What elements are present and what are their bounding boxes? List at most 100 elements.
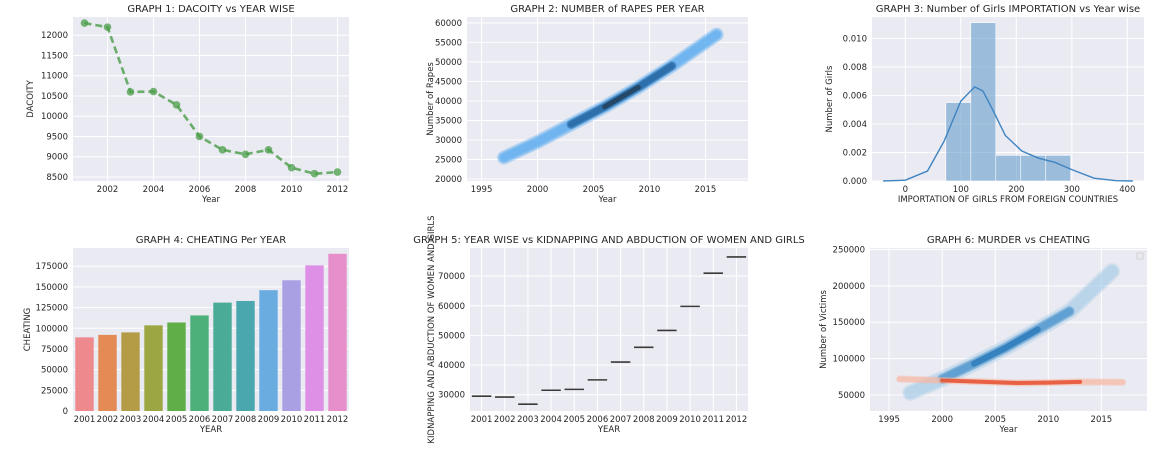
y-tick-label: 50000 xyxy=(438,331,465,341)
plot-area xyxy=(73,248,349,411)
y-tick-label: 0.004 xyxy=(843,120,867,130)
y-tick-label: 30000 xyxy=(438,391,465,401)
bar-2009 xyxy=(259,290,278,411)
x-tick-label: 2010 xyxy=(639,185,661,195)
y-tick-label: 0.002 xyxy=(843,148,867,158)
chart-title: GRAPH 4: CHEATING Per YEAR xyxy=(136,235,287,246)
y-tick-label: 8500 xyxy=(46,173,68,183)
density-peak xyxy=(602,84,641,110)
x-tick-label: 100 xyxy=(953,185,969,195)
x-tick-label: 2000 xyxy=(931,415,953,425)
y-tick-label: 9000 xyxy=(46,153,68,163)
x-tick-label: 2012 xyxy=(327,415,349,425)
x-tick-label: 400 xyxy=(1119,185,1135,195)
y-tick-label: 55000 xyxy=(435,38,462,48)
bar-2004 xyxy=(144,325,163,411)
x-axis-label: Year xyxy=(999,425,1019,435)
red-density-core xyxy=(940,378,1083,385)
chart-title: GRAPH 1: DACOITY vs YEAR WISE xyxy=(127,4,294,15)
x-tick-label: 2001 xyxy=(74,415,96,425)
y-axis-label: KIDNAPPING AND ABDUCTION OF WOMEN AND GI… xyxy=(427,215,437,443)
x-tick-label: 2003 xyxy=(120,415,142,425)
y-tick-label: 11000 xyxy=(41,72,68,82)
bar-2007 xyxy=(213,302,232,411)
y-axis-label: Number of Rapes xyxy=(426,62,436,136)
x-tick-label: 2015 xyxy=(695,185,717,195)
plot-area xyxy=(872,17,1144,181)
x-tick-label: 2011 xyxy=(304,415,326,425)
chart-1: GRAPH 1: DACOITY vs YEAR WISE 8500 9000 950… xyxy=(26,4,349,205)
histogram-bar xyxy=(995,155,1022,182)
y-tick-label: 35000 xyxy=(435,116,462,126)
y-tick-label: 175000 xyxy=(36,262,68,272)
data-point xyxy=(149,87,158,96)
y-tick-label: 12000 xyxy=(41,31,68,41)
bar-2001 xyxy=(75,337,94,411)
y-tick-label: 50000 xyxy=(41,366,68,376)
data-point xyxy=(241,150,250,159)
histogram-bar xyxy=(945,102,972,182)
y-tick-label: 0.008 xyxy=(843,63,867,73)
legend-box xyxy=(1136,252,1144,260)
y-tick-label: 125000 xyxy=(36,304,68,314)
x-tick-label: 2002 xyxy=(97,185,119,195)
y-tick-label: 25000 xyxy=(41,386,68,396)
x-axis-label: Year xyxy=(598,195,618,205)
x-tick-label: 2006 xyxy=(189,415,211,425)
y-tick-label: 10500 xyxy=(41,92,68,102)
x-tick-label: 2006 xyxy=(587,415,609,425)
data-point xyxy=(264,146,273,154)
chart-title: GRAPH 2: NUMBER of RAPES PER YEAR xyxy=(510,4,704,15)
x-axis-label: Year xyxy=(201,195,221,205)
y-tick-label: 250000 xyxy=(833,245,865,255)
chart-title: GRAPH 5: YEAR WISE vs KIDNAPPING AND ABD… xyxy=(413,235,805,246)
x-tick-label: 2012 xyxy=(726,415,748,425)
data-point xyxy=(126,88,135,96)
x-tick-label: 2008 xyxy=(633,415,655,425)
y-tick-label: 75000 xyxy=(41,345,68,355)
chart-2: GRAPH 2: NUMBER of RAPES PER YEAR 20000 25… xyxy=(426,4,748,205)
y-tick-label: 11500 xyxy=(41,51,68,61)
x-tick-label: 2010 xyxy=(281,185,303,195)
x-tick-label: 2010 xyxy=(679,415,701,425)
x-tick-label: 2012 xyxy=(327,185,349,195)
blue-density-core xyxy=(971,326,1041,367)
bar-2011 xyxy=(305,265,324,411)
y-tick-label: 25000 xyxy=(435,156,462,166)
y-tick-label: 60000 xyxy=(438,302,465,312)
x-tick-label: 2009 xyxy=(656,415,678,425)
x-axis-label: IMPORTATION OF GIRLS FROM FOREIGN COUNTR… xyxy=(898,195,1118,205)
bar-2002 xyxy=(98,334,117,411)
plot-area xyxy=(470,248,748,411)
chart-4: GRAPH 4: CHEATING Per YEAR 0 25000 50000 750… xyxy=(23,235,349,435)
y-tick-label: 70000 xyxy=(438,272,465,282)
y-tick-label: 60000 xyxy=(435,19,462,29)
dacoity-line xyxy=(84,21,338,176)
y-tick-label: 9500 xyxy=(46,132,68,142)
y-tick-label: 100000 xyxy=(36,324,68,334)
x-tick-label: 2006 xyxy=(189,185,211,195)
x-tick-label: 2010 xyxy=(281,415,303,425)
bar-2003 xyxy=(121,332,140,411)
y-tick-label: 0.006 xyxy=(843,91,867,101)
x-tick-label: 1995 xyxy=(878,415,900,425)
histogram-bar xyxy=(970,22,997,182)
x-tick-label: 2010 xyxy=(1037,415,1059,425)
data-point xyxy=(80,19,89,27)
y-tick-label: 45000 xyxy=(435,77,462,87)
y-axis-label: CHEATING xyxy=(23,308,33,352)
y-tick-label: 0.000 xyxy=(843,177,867,187)
y-axis-label: Number of Girls xyxy=(825,65,835,133)
histogram-bar xyxy=(1045,155,1072,182)
y-tick-label: 0.010 xyxy=(843,34,867,44)
data-point xyxy=(103,23,112,31)
x-tick-label: 2007 xyxy=(212,415,234,425)
chart-6: GRAPH 6: MURDER vs CHEATING 50000 100000 15… xyxy=(819,235,1147,435)
y-tick-label: 40000 xyxy=(435,97,462,107)
y-tick-label: 50000 xyxy=(838,391,865,401)
x-axis-label: YEAR xyxy=(597,425,620,435)
x-tick-label: 2004 xyxy=(143,185,165,195)
bar-2012 xyxy=(328,253,347,411)
x-tick-label: 2005 xyxy=(563,415,585,425)
